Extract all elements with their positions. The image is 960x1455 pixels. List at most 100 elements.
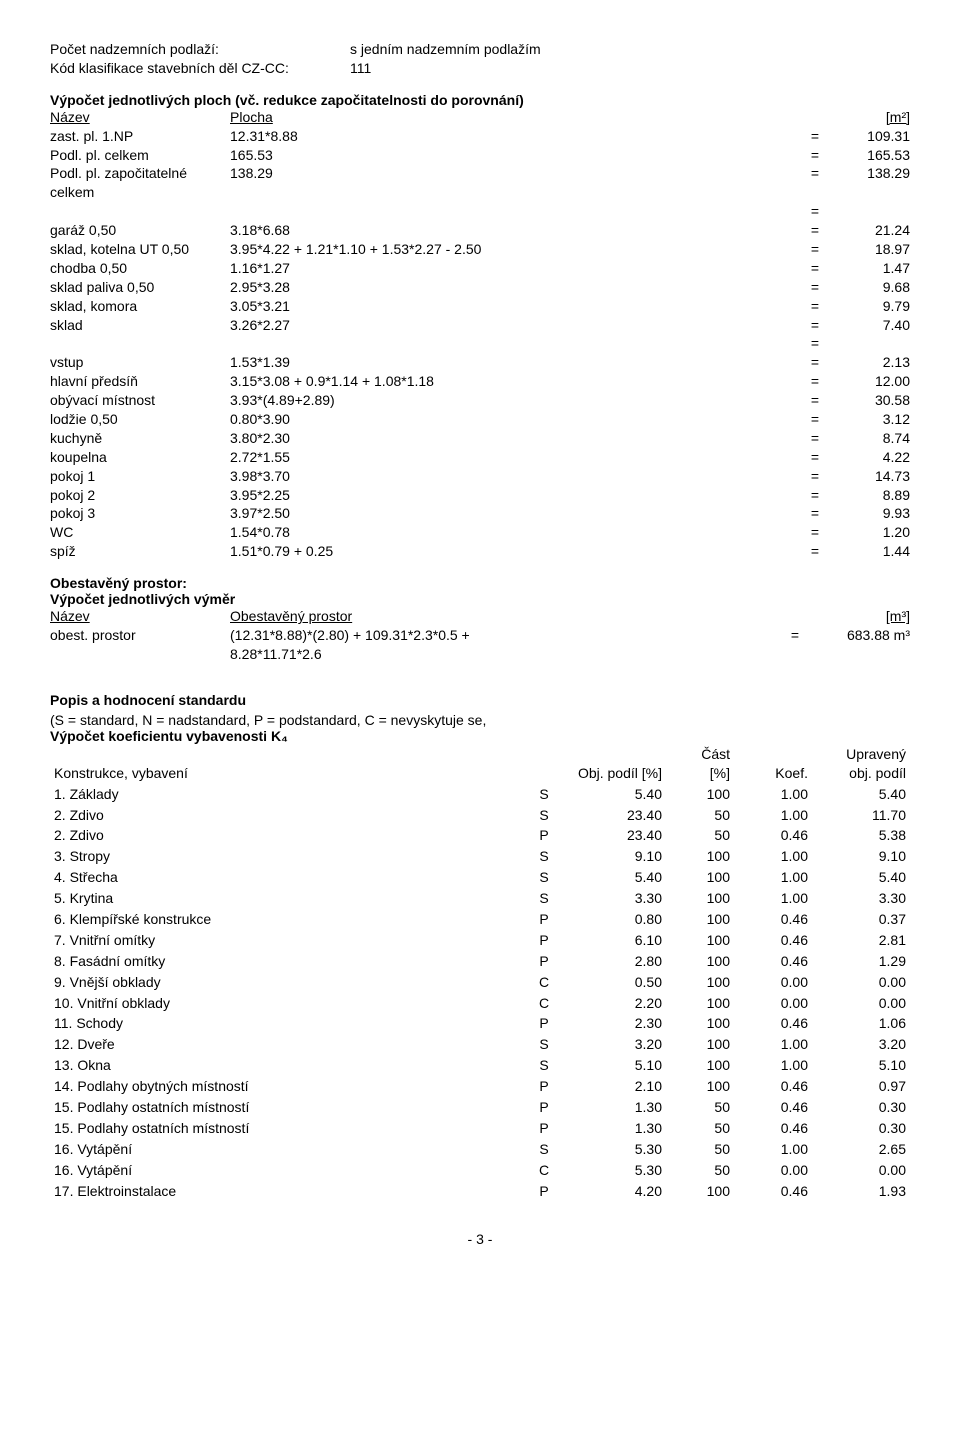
std-name: 9. Vnější obklady: [50, 972, 520, 993]
volume-head-vol: Obestavěný prostor: [230, 607, 800, 626]
area-row: pokoj 23.95*2.25=8.89: [50, 486, 910, 505]
spacer: [800, 607, 830, 626]
standard-row: 4. StřechaS5.401001.005.40: [50, 867, 910, 888]
std-upr: 0.00: [812, 1160, 910, 1181]
std-name: 7. Vnitřní omítky: [50, 930, 520, 951]
area-name: sklad paliva 0,50: [50, 278, 230, 297]
area-val: [830, 334, 910, 353]
std-podil: 2.30: [568, 1013, 666, 1034]
std-koef: 0.46: [734, 1118, 812, 1139]
std-name: 8. Fasádní omítky: [50, 951, 520, 972]
std-podil: 5.40: [568, 784, 666, 805]
standard-row: 12. DveřeS3.201001.003.20: [50, 1034, 910, 1055]
area-row: obývací místnost3.93*(4.89+2.89)=30.58: [50, 391, 910, 410]
std-upr: 3.20: [812, 1034, 910, 1055]
area-name: pokoj 1: [50, 467, 230, 486]
std-name: 5. Krytina: [50, 888, 520, 909]
header-label-1: Počet nadzemních podlaží:: [50, 40, 350, 59]
area-eq: =: [800, 523, 830, 542]
volume-val: 683.88 m³: [810, 626, 910, 664]
std-cast: 100: [666, 930, 734, 951]
area-expr: 12.31*8.88: [230, 127, 800, 146]
std-koef: 1.00: [734, 1139, 812, 1160]
std-koef: 0.00: [734, 972, 812, 993]
area-expr: 165.53: [230, 146, 800, 165]
area-expr: 1.54*0.78: [230, 523, 800, 542]
std-koef: 1.00: [734, 888, 812, 909]
area-eq: =: [800, 334, 830, 353]
std-podil: 5.40: [568, 867, 666, 888]
std-podil: 3.20: [568, 1034, 666, 1055]
area-name: WC: [50, 523, 230, 542]
std-upr: 2.65: [812, 1139, 910, 1160]
volume-head-unit: [m³]: [830, 607, 910, 626]
area-name: koupelna: [50, 448, 230, 467]
area-eq: =: [800, 353, 830, 372]
std-upr: 9.10: [812, 846, 910, 867]
std-name: 14. Podlahy obytných místností: [50, 1076, 520, 1097]
std-type: S: [520, 1034, 568, 1055]
area-val: 18.97: [830, 240, 910, 259]
area-eq: =: [800, 127, 830, 146]
std-cast: 100: [666, 993, 734, 1014]
area-val: 165.53: [830, 146, 910, 165]
area-name: zast. pl. 1.NP: [50, 127, 230, 146]
area-name: vstup: [50, 353, 230, 372]
std-type: P: [520, 930, 568, 951]
std-podil: 9.10: [568, 846, 666, 867]
std-head-upr: Upravený obj. podíl: [812, 744, 910, 784]
area-val: 4.22: [830, 448, 910, 467]
header-row-2: Kód klasifikace stavebních děl CZ-CC: 11…: [50, 59, 910, 78]
area-row: zast. pl. 1.NP12.31*8.88=109.31: [50, 127, 910, 146]
area-expr: 1.16*1.27: [230, 259, 800, 278]
std-head-cast1: Část: [670, 745, 730, 764]
standard-row: 16. VytápěníC5.30500.000.00: [50, 1160, 910, 1181]
std-type: S: [520, 784, 568, 805]
std-type: S: [520, 1055, 568, 1076]
area-eq: =: [800, 240, 830, 259]
area-row: spíž1.51*0.79 + 0.25=1.44: [50, 542, 910, 561]
area-expr: [230, 202, 800, 221]
area-eq: =: [800, 297, 830, 316]
std-upr: 1.93: [812, 1181, 910, 1202]
std-upr: 0.00: [812, 993, 910, 1014]
std-head-obj: [520, 744, 568, 784]
area-expr: 3.93*(4.89+2.89): [230, 391, 800, 410]
area-eq: =: [800, 391, 830, 410]
std-type: S: [520, 846, 568, 867]
area-name: spíž: [50, 542, 230, 561]
area-head-name: Název: [50, 108, 230, 127]
area-expr: 1.53*1.39: [230, 353, 800, 372]
std-name: 16. Vytápění: [50, 1160, 520, 1181]
area-val: 9.79: [830, 297, 910, 316]
area-row: garáž 0,503.18*6.68=21.24: [50, 221, 910, 240]
area-expr: 3.80*2.30: [230, 429, 800, 448]
std-podil: 1.30: [568, 1118, 666, 1139]
std-podil: 1.30: [568, 1097, 666, 1118]
area-val: 14.73: [830, 467, 910, 486]
std-name: 10. Vnitřní obklady: [50, 993, 520, 1014]
area-rows: zast. pl. 1.NP12.31*8.88=109.31Podl. pl.…: [50, 127, 910, 561]
std-koef: 1.00: [734, 1055, 812, 1076]
area-row: sklad paliva 0,502.95*3.28=9.68: [50, 278, 910, 297]
area-row: sklad, komora3.05*3.21=9.79: [50, 297, 910, 316]
std-upr: 11.70: [812, 805, 910, 826]
header-label-2: Kód klasifikace stavebních děl CZ-CC:: [50, 59, 350, 78]
std-podil: 3.30: [568, 888, 666, 909]
std-type: P: [520, 1013, 568, 1034]
std-head-cast: Část [%]: [666, 744, 734, 784]
std-name: 2. Zdivo: [50, 805, 520, 826]
area-header-row: Název Plocha [m²]: [50, 108, 910, 127]
std-head-name: Konstrukce, vybavení: [50, 744, 520, 784]
std-name: 6. Klempířské konstrukce: [50, 909, 520, 930]
std-koef: 0.00: [734, 993, 812, 1014]
area-val: 138.29: [830, 164, 910, 202]
area-expr: 3.97*2.50: [230, 504, 800, 523]
area-name: pokoj 3: [50, 504, 230, 523]
area-val: 1.44: [830, 542, 910, 561]
std-cast: 100: [666, 909, 734, 930]
area-expr: 0.80*3.90: [230, 410, 800, 429]
area-eq: =: [800, 259, 830, 278]
area-name: [50, 202, 230, 221]
std-podil: 2.80: [568, 951, 666, 972]
